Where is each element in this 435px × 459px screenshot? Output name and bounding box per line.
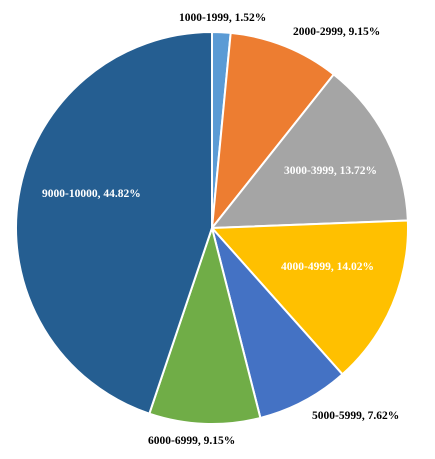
data-label-6000-6999: 6000-6999, 9.15% [148,435,235,447]
pie-labels: 1000-1999, 1.52% 2000-2999, 9.15% 3000-399… [42,12,399,447]
data-label-1000-1999: 1000-1999, 1.52% [179,12,266,24]
data-label-4000-4999: 4000-4999, 14.02% [281,261,374,273]
pie-slice-3000-3999 [209,73,409,230]
data-label-2000-2999: 2000-2999, 9.15% [293,26,380,38]
data-label-5000-5999: 5000-5999, 7.62% [312,410,399,422]
pie-slice-4000-4999 [209,219,409,376]
pie-slice-6000-6999 [148,224,262,425]
pie-slice-9000-10000 [15,30,213,415]
pie-slice-2000-2999 [210,31,336,232]
data-label-9000-10000: 9000-10000, 44.82% [42,188,141,200]
pie-slice-5000-5999 [211,227,344,420]
data-label-3000-3999: 3000-3999, 13.72% [284,165,377,177]
pie-slices [15,30,409,425]
